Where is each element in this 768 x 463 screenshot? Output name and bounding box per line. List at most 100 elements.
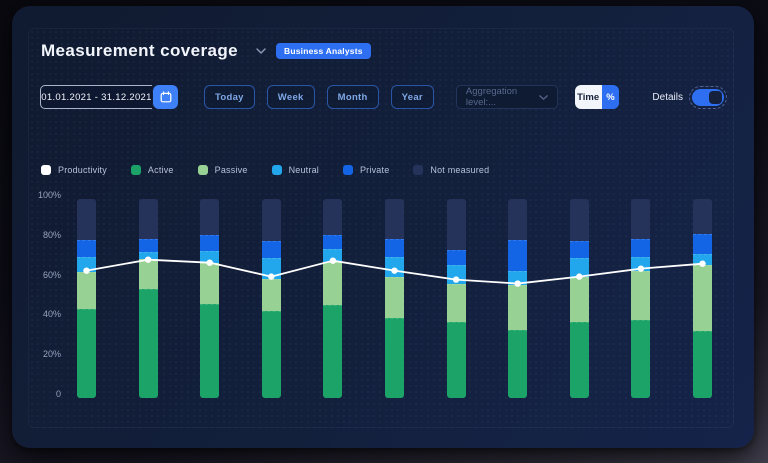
bar-segment-active	[446, 322, 466, 398]
bar-segment-neutral	[631, 256, 651, 271]
bar-segment-private	[385, 238, 404, 257]
bar-segment-passive	[261, 278, 281, 312]
bar-column-8	[508, 199, 528, 398]
legend-swatch	[342, 165, 353, 175]
range-button-month[interactable]: Month	[326, 85, 379, 109]
bar-segment-not-measured	[77, 199, 96, 240]
bar-segment-neutral	[138, 251, 158, 259]
bar-segment-not-measured	[631, 199, 651, 239]
bar-segment-neutral	[693, 253, 712, 265]
bar-segment-private	[631, 238, 651, 257]
range-button-week[interactable]: Week	[266, 85, 315, 109]
bar-column-3	[200, 199, 220, 398]
y-axis-tick: 60%	[42, 269, 61, 280]
bar-segment-neutral	[77, 256, 96, 272]
bar-segment-not-measured	[508, 199, 528, 240]
bar-column-9	[569, 199, 589, 398]
legend-swatch	[41, 165, 51, 175]
bar-column-11	[693, 199, 712, 398]
bar-segment-private	[446, 249, 466, 265]
legend-swatch	[271, 165, 282, 175]
bar-segment-active	[569, 322, 589, 398]
legend-item-private[interactable]: Private	[342, 165, 390, 175]
bar-segment-neutral	[508, 270, 528, 285]
toolbar: Today Week Month Year Aggregation level:...…	[40, 85, 727, 109]
unit-toggle: Time%	[574, 85, 620, 109]
bar-segment-neutral	[446, 264, 466, 284]
bar-segment-private	[200, 234, 220, 251]
range-button-year[interactable]: Year	[390, 85, 434, 109]
measurement-coverage-panel: Measurement coverage Business Analysts	[28, 28, 734, 428]
bar-column-6	[385, 199, 404, 398]
team-badge[interactable]: Business Analysts	[275, 43, 371, 59]
y-axis-tick: 0	[55, 389, 61, 399]
dashboard-card: Measurement coverage Business Analysts	[12, 6, 754, 448]
bar-segment-not-measured	[323, 199, 343, 235]
bar-segment-active	[693, 331, 712, 398]
bar-column-1	[77, 199, 96, 398]
date-range-input[interactable]	[40, 85, 152, 109]
y-axis-tick: 20%	[42, 349, 61, 360]
calendar-button[interactable]	[153, 85, 178, 109]
bar-segment-passive	[508, 284, 528, 331]
legend-label: Active	[147, 165, 174, 175]
bar-segment-passive	[693, 264, 712, 332]
bar-segment-active	[200, 304, 220, 398]
unit-option-percent[interactable]: %	[601, 85, 620, 109]
bar-segment-passive	[323, 261, 343, 306]
bar-column-2	[138, 199, 158, 398]
legend-item-neutral[interactable]: Neutral	[271, 165, 319, 175]
bar-segment-private	[138, 238, 158, 252]
bar-segment-private	[323, 234, 343, 249]
bar-segment-neutral	[261, 257, 281, 279]
details-label: Details	[652, 91, 683, 103]
page-title: Measurement coverage	[41, 41, 238, 60]
details-control: Details	[652, 85, 727, 109]
bar-segment-neutral	[200, 250, 220, 263]
legend-label: Not measured	[430, 165, 490, 175]
bar-segment-active	[385, 318, 404, 398]
chevron-down-icon[interactable]	[252, 42, 270, 60]
bar-column-4	[261, 199, 281, 398]
bar-segment-private	[693, 233, 712, 254]
legend-swatch	[130, 165, 141, 175]
productivity-line	[83, 256, 706, 287]
unit-option-time[interactable]: Time	[574, 85, 602, 109]
legend-label: Productivity	[58, 165, 107, 175]
bar-segment-passive	[138, 258, 158, 289]
bar-segment-neutral	[385, 256, 404, 277]
bar-segment-not-measured	[138, 199, 158, 239]
bar-segment-passive	[569, 276, 589, 323]
legend-label: Private	[359, 165, 390, 175]
bar-segment-active	[508, 330, 528, 398]
bar-segment-private	[508, 239, 528, 271]
range-button-today[interactable]: Today	[204, 85, 255, 109]
bar-segment-not-measured	[200, 199, 220, 235]
legend-swatch	[197, 165, 208, 175]
aggregation-select[interactable]: Aggregation level:...	[455, 85, 558, 109]
bar-segment-passive	[631, 270, 651, 321]
chart-legend: Productivity Active Passive Neutral Private N…	[41, 165, 489, 175]
legend-item-active[interactable]: Active	[130, 165, 174, 175]
bar-column-5	[323, 199, 343, 398]
y-axis-tick: 80%	[42, 229, 61, 240]
bar-segment-neutral	[569, 257, 589, 277]
bar-segment-passive	[77, 271, 96, 310]
legend-item-productivity[interactable]: Productivity	[41, 165, 107, 175]
bar-segment-active	[323, 305, 343, 398]
legend-item-not-measured[interactable]: Not measured	[413, 165, 489, 175]
details-toggle[interactable]	[689, 85, 727, 109]
bar-segment-not-measured	[385, 199, 404, 239]
legend-label: Neutral	[288, 165, 319, 175]
bar-segment-active	[631, 320, 651, 398]
range-buttons: Today Week Month Year	[204, 85, 434, 109]
bar-segment-passive	[200, 262, 220, 305]
bar-segment-active	[77, 309, 96, 398]
aggregation-placeholder: Aggregation level:...	[465, 86, 518, 108]
bar-segment-private	[77, 239, 96, 257]
bar-segment-active	[261, 311, 281, 398]
bar-segment-not-measured	[693, 199, 712, 234]
chevron-down-icon	[538, 94, 548, 100]
legend-item-passive[interactable]: Passive	[197, 165, 248, 175]
y-axis-tick: 40%	[42, 309, 61, 320]
